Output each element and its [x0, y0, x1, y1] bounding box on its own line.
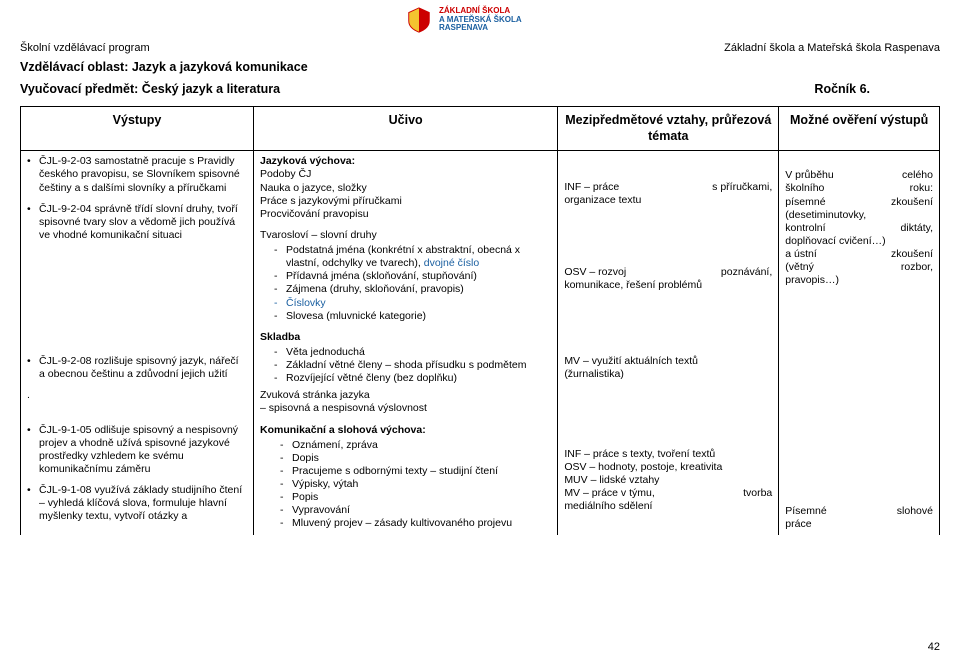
cell-vztahy-2: MV – využití aktuálních textů (žurnalist… — [558, 327, 779, 420]
vztahy-line: INF – práces příručkami, — [564, 181, 772, 194]
ucivo-dash: Výpisky, výtah — [280, 478, 551, 491]
cell-outcomes-3: ČJL-9-1-05 odlišuje spisovný a nespisovn… — [21, 420, 254, 536]
ucivo-dash: Vypravování — [280, 504, 551, 517]
ucivo-dash: Dopis — [280, 452, 551, 465]
cell-overeni-3: Písemnéslohové práce — [779, 420, 940, 536]
subject-title: Vyučovací předmět: Český jazyk a literat… — [20, 82, 280, 96]
table-row: ČJL-9-2-08 rozlišuje spisovný jazyk, nář… — [21, 327, 940, 420]
outcome-item: ČJL-9-1-05 odlišuje spisovný a nespisovn… — [27, 424, 247, 477]
vztahy-line: MUV – lidské vztahy — [564, 474, 772, 487]
cell-overeni-2 — [779, 327, 940, 420]
ucivo-line: – spisovná a nespisovná výslovnost — [260, 402, 551, 415]
outcome-item: ČJL-9-2-03 samostatně pracuje s Pravidly… — [27, 155, 247, 194]
outcome-item: ČJL-9-2-04 správně třídí slovní druhy, t… — [27, 203, 247, 242]
ucivo-line: Nauka o jazyce, složky — [260, 182, 551, 195]
period: . — [27, 389, 30, 402]
ucivo-line: Zvuková stránka jazyka — [260, 389, 551, 402]
page-number: 42 — [928, 641, 940, 653]
ucivo-line: Procvičování pravopisu — [260, 208, 551, 221]
ucivo-dash: Rozvíjející větné členy (bez doplňku) — [274, 372, 551, 385]
logo-shield-icon — [405, 6, 433, 34]
vztahy-line: MV – využití aktuálních textů — [564, 355, 772, 368]
ucivo-heading: Komunikační a slohová výchova: — [260, 424, 426, 436]
logo-text: ZÁKLADNÍ ŠKOLA A MATEŘSKÁ ŠKOLA RASPENAV… — [439, 7, 522, 33]
cell-outcomes-2: ČJL-9-2-08 rozlišuje spisovný jazyk, nář… — [21, 327, 254, 420]
cell-vztahy-1: INF – práces příručkami, organizace text… — [558, 151, 779, 327]
vztahy-line: mediálního sdělení — [564, 500, 772, 513]
curriculum-table: Výstupy Učivo Mezipředmětové vztahy, prů… — [20, 106, 940, 535]
logo-line3: RASPENAVA — [439, 24, 522, 33]
ucivo-dash: Mluvený projev – zásady kultivovaného pr… — [280, 517, 551, 530]
ucivo-dash: Přídavná jména (skloňování, stupňování) — [274, 270, 551, 283]
ucivo-dash: Základní větné členy – shoda přísudku s … — [274, 359, 551, 372]
table-row: ČJL-9-2-03 samostatně pracuje s Pravidly… — [21, 151, 940, 327]
program-label: Školní vzdělávací program — [20, 42, 150, 54]
cell-vztahy-3: INF – práce s texty, tvoření textů OSV –… — [558, 420, 779, 536]
ucivo-dash: Zájmena (druhy, skloňování, pravopis) — [274, 283, 551, 296]
ucivo-dash: Pracujeme s odbornými texty – studijní č… — [280, 465, 551, 478]
vztahy-line: MV – práce v týmu,tvorba — [564, 487, 772, 500]
col-vztahy: Mezipředmětové vztahy, průřezová témata — [558, 107, 779, 151]
vztahy-line: INF – práce s texty, tvoření textů — [564, 448, 772, 461]
outcome-item: ČJL-9-1-08 využívá základy studijního čt… — [27, 484, 247, 523]
ucivo-line: Podoby ČJ — [260, 168, 551, 181]
ucivo-dash: Věta jednoduchá — [274, 346, 551, 359]
col-vystupy: Výstupy — [21, 107, 254, 151]
ucivo-heading: Jazyková výchova: — [260, 155, 355, 167]
col-ucivo: Učivo — [254, 107, 558, 151]
ucivo-line: Tvarosloví – slovní druhy — [260, 229, 551, 242]
ucivo-heading: Skladba — [260, 331, 300, 343]
heading-block: Vzdělávací oblast: Jazyk a jazyková komu… — [20, 60, 940, 100]
cell-outcomes-1: ČJL-9-2-03 samostatně pracuje s Pravidly… — [21, 151, 254, 327]
ucivo-line: Práce s jazykovými příručkami — [260, 195, 551, 208]
vztahy-line: OSV – hodnoty, postoje, kreativita — [564, 461, 772, 474]
table-header-row: Výstupy Učivo Mezipředmětové vztahy, prů… — [21, 107, 940, 151]
ucivo-dash: Podstatná jména (konkrétní x abstraktní,… — [274, 244, 551, 270]
grade-label: Ročník 6. — [814, 82, 870, 96]
ucivo-dash: Oznámení, zpráva — [280, 439, 551, 452]
area-title: Vzdělávací oblast: Jazyk a jazyková komu… — [20, 60, 940, 74]
ucivo-dash: Slovesa (mluvnické kategorie) — [274, 310, 551, 323]
vztahy-line: komunikace, řešení problémů — [564, 279, 772, 292]
school-logo: ZÁKLADNÍ ŠKOLA A MATEŘSKÁ ŠKOLA RASPENAV… — [405, 6, 522, 34]
cell-ucivo-1: Jazyková výchova: Podoby ČJ Nauka o jazy… — [254, 151, 558, 327]
cell-overeni-1: V průběhucelého školníhoroku: písemnézko… — [779, 151, 940, 327]
vztahy-line: (žurnalistika) — [564, 368, 772, 381]
school-label: Základní škola a Mateřská škola Raspenav… — [724, 42, 940, 54]
vztahy-line: organizace textu — [564, 194, 772, 207]
table-row: ČJL-9-1-05 odlišuje spisovný a nespisovn… — [21, 420, 940, 536]
ucivo-dash: Číslovky — [274, 297, 551, 310]
cell-ucivo-2: Skladba Věta jednoduchá Základní větné č… — [254, 327, 558, 420]
col-overeni: Možné ověření výstupů — [779, 107, 940, 151]
cell-ucivo-3: Komunikační a slohová výchova: Oznámení,… — [254, 420, 558, 536]
outcome-item: ČJL-9-2-08 rozlišuje spisovný jazyk, nář… — [27, 355, 247, 381]
vztahy-line: OSV – rozvojpoznávání, — [564, 266, 772, 279]
ucivo-dash: Popis — [280, 491, 551, 504]
